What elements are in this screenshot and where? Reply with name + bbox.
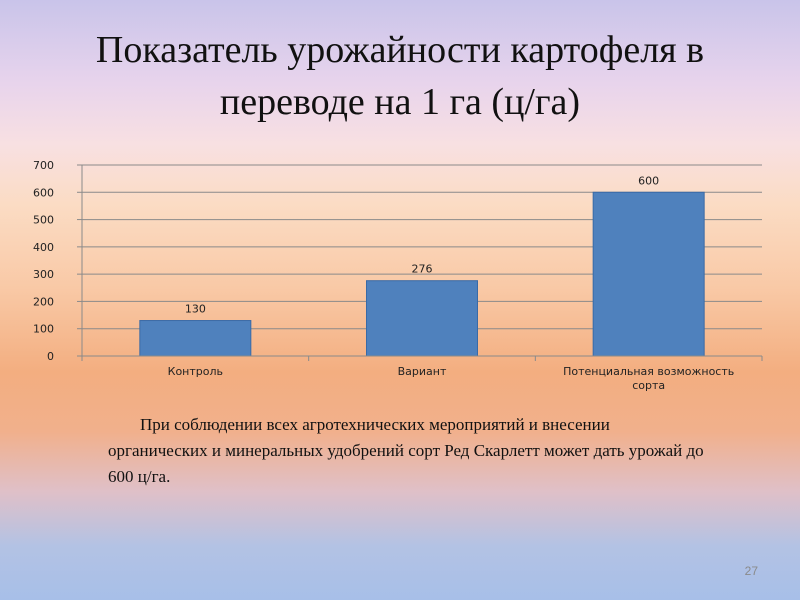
chart-axes [77,164,763,361]
slide-paragraph: При соблюдении всех агротехнических меро… [108,415,704,486]
x-axis-category-label: Потенциальная возможность сорта [563,365,734,392]
y-axis-tick-label: 600 [33,186,54,199]
category-label-line: сорта [632,379,665,392]
x-axis-category-labels: Контроль Вариант Потенциальная возможность… [168,365,735,392]
y-axis-tick-label: 300 [33,268,54,281]
page-number: 27 [744,564,758,578]
bar-data-label: 276 [412,263,433,276]
y-axis-tick-labels: 0 100 200 300 400 500 600 700 [33,159,54,363]
bar [366,280,478,357]
slide-title: Показатель урожайности картофеля в перев… [95,29,705,123]
category-label-line: Потенциальная возможность [563,365,734,378]
bar-data-label: 600 [638,174,659,187]
chart-bars [139,191,705,357]
y-axis-tick-label: 500 [33,214,54,227]
y-axis-tick-label: 0 [47,350,54,363]
y-axis-tick-label: 200 [33,295,54,308]
category-label-line: Вариант [398,365,447,378]
y-axis-tick-label: 700 [33,159,54,172]
y-axis-tick-label: 400 [33,241,54,254]
bar-data-label: 130 [185,303,206,316]
y-axis-tick-label: 100 [33,323,54,336]
x-axis-category-label: Контроль [168,365,223,378]
bar-data-labels: 130 276 600 [185,174,659,315]
x-axis-category-label: Вариант [398,365,447,378]
category-label-line: Контроль [168,365,223,378]
bar [592,191,705,357]
bar [139,320,252,357]
